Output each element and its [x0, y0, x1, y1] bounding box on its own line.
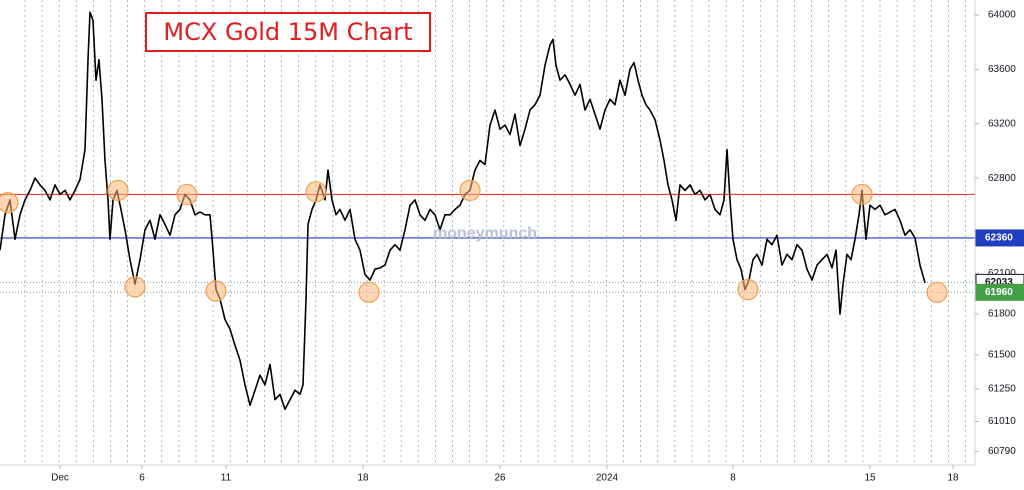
price-tag-label: 62033 [985, 277, 1013, 288]
y-tick-label: 63600 [988, 64, 1016, 75]
y-tick-label: 63200 [988, 118, 1016, 129]
y-tick-label: 64000 [988, 10, 1016, 21]
y-tick-label: 61800 [988, 309, 1016, 320]
highlight-circle [851, 183, 873, 206]
highlight-circle [305, 181, 327, 203]
x-tick-label: 6 [139, 473, 145, 484]
highlight-circle [459, 179, 481, 201]
price-line-series [0, 11, 926, 411]
price-tag [975, 283, 1024, 301]
highlight-circle [107, 179, 129, 201]
watermark: moneymunch [433, 225, 537, 242]
y-tick-label: 60790 [988, 446, 1016, 457]
y-tick-label: 62800 [988, 173, 1016, 184]
y-tick-label: 61250 [988, 384, 1016, 395]
price-tag [975, 229, 1024, 247]
highlight-circle [358, 281, 380, 303]
y-tick-label: 61010 [988, 416, 1016, 427]
x-tick-label: 8 [730, 473, 736, 484]
y-tick-label: 62100 [988, 268, 1016, 279]
x-tick-label: 18 [947, 473, 959, 484]
x-tick-label: 2024 [596, 473, 619, 484]
highlight-circle [0, 191, 19, 214]
highlight-circle [926, 281, 948, 303]
chart-title: MCX Gold 15M Chart [163, 18, 412, 46]
highlight-circle [124, 276, 146, 298]
x-tick-label: Dec [51, 473, 69, 484]
price-tag-label: 62360 [985, 233, 1013, 244]
x-tick-label: 15 [864, 473, 876, 484]
y-tick-label: 61500 [988, 350, 1016, 361]
x-tick-label: 18 [357, 473, 369, 484]
x-tick-label: 26 [494, 473, 506, 484]
highlight-circle [737, 279, 759, 301]
x-tick-label: 11 [221, 473, 232, 484]
price-tag-label: 61960 [985, 287, 1013, 298]
highlight-circle [205, 280, 227, 302]
highlight-circle [176, 183, 198, 206]
title-box [145, 12, 431, 52]
